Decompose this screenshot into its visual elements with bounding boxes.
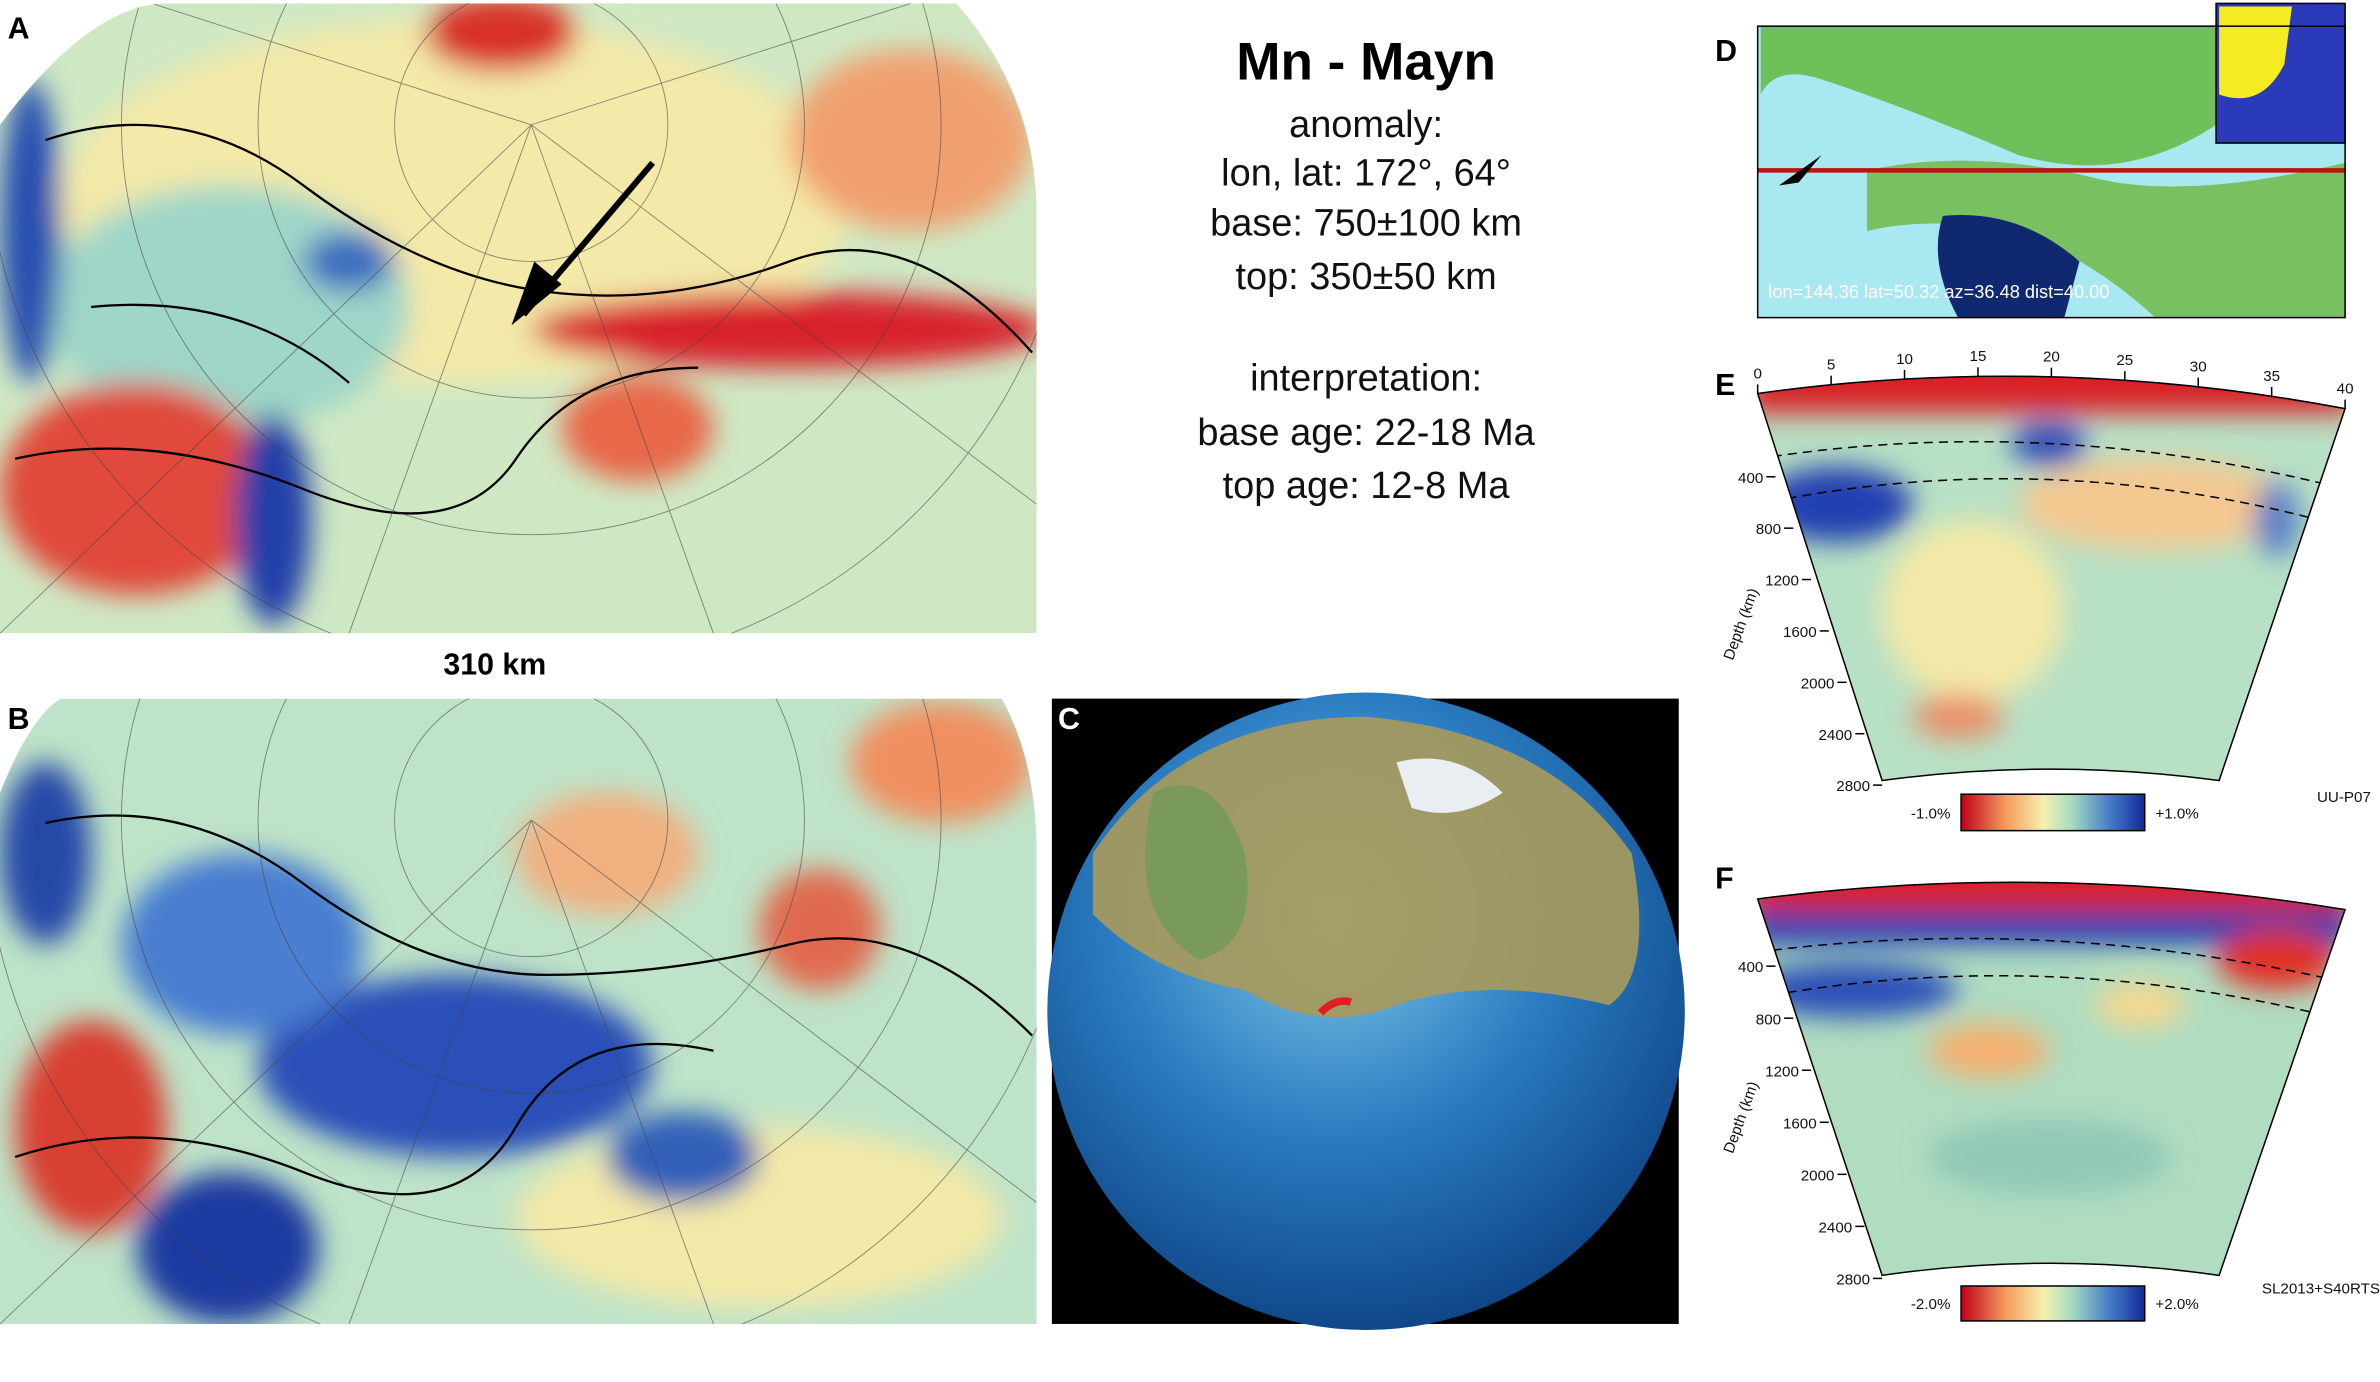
panel-label: B — [8, 703, 30, 736]
depth-label: 310 km — [443, 648, 546, 681]
info-line: top age: 12-8 Ma — [1223, 465, 1511, 507]
distance-tick-label: 35 — [2263, 368, 2280, 385]
depth-tick-label: 2800 — [1836, 1271, 1870, 1288]
land — [1866, 160, 2346, 318]
panel-label: F — [1715, 862, 1734, 895]
profile-line — [1317, 997, 1352, 1016]
depth-tick-label: 2000 — [1801, 1167, 1835, 1184]
distance-tick-label: 10 — [1896, 351, 1913, 368]
colorbar-min: -1.0% — [1911, 805, 1951, 822]
axis-title: Depth (km) — [1721, 586, 1763, 662]
depth-tick-label: 400 — [1738, 959, 1763, 976]
map-frame — [1756, 25, 2346, 319]
depth-tick-label: 1200 — [1765, 1063, 1799, 1080]
panel-label: A — [8, 12, 30, 45]
section-frame — [1756, 375, 2347, 782]
info-line: lon, lat: 172°, 64° — [1221, 153, 1511, 195]
depth-tick-label: 1600 — [1783, 1115, 1817, 1132]
model-name: SL2013+S40RTS — [2262, 1281, 2380, 1298]
ice — [1396, 758, 1503, 813]
colorbar-max: +1.0% — [2155, 805, 2198, 822]
distance-tick-label: 30 — [2190, 358, 2207, 375]
depth-tick-label: 800 — [1756, 1011, 1781, 1028]
depth-tick-label: 1200 — [1765, 573, 1799, 590]
distance-tick-label: 5 — [1827, 357, 1835, 374]
model-name: UU-P07 — [2317, 789, 2371, 806]
distance-tick-label: 0 — [1753, 365, 1761, 382]
distance-tick-label: 25 — [2116, 352, 2133, 369]
info-line: top: 350±50 km — [1235, 256, 1496, 298]
info-line: interpretation: — [1250, 357, 1482, 399]
panel-label: D — [1715, 35, 1737, 68]
colorbar — [1960, 793, 2146, 832]
panel-label: C — [1058, 703, 1080, 736]
depth-tick-label: 2400 — [1819, 1219, 1853, 1236]
deep-sea — [1937, 214, 2080, 318]
colorbar — [1960, 1285, 2146, 1322]
profile-info: lon=144.36 lat=50.32 az=36.48 dist=40.00 — [1768, 282, 2109, 302]
distance-tick-label: 40 — [2337, 381, 2354, 398]
inset-land — [2219, 6, 2292, 99]
panel-label: E — [1715, 369, 1735, 402]
title: Mn - Mayn — [1236, 32, 1496, 91]
section-frame — [1756, 881, 2347, 1277]
axis-title: Depth (km) — [1721, 1079, 1763, 1155]
distance-tick-label: 20 — [2043, 349, 2060, 366]
info-line: anomaly: — [1289, 104, 1443, 146]
info-line: base: 750±100 km — [1210, 203, 1522, 245]
depth-tick-label: 2400 — [1819, 727, 1853, 744]
info-line: base age: 22-18 Ma — [1197, 412, 1535, 454]
colorbar-max: +2.0% — [2155, 1296, 2198, 1313]
land — [1760, 26, 2217, 166]
land — [1144, 785, 1248, 960]
colorbar-min: -2.0% — [1911, 1296, 1951, 1313]
depth-tick-label: 1600 — [1783, 624, 1817, 641]
depth-tick-label: 400 — [1738, 470, 1763, 487]
depth-tick-label: 800 — [1756, 521, 1781, 538]
distance-tick-label: 15 — [1970, 348, 1987, 365]
map-a — [0, 3, 1037, 634]
map-b — [0, 698, 1037, 1324]
depth-tick-label: 2000 — [1801, 675, 1835, 692]
depth-tick-label: 2800 — [1836, 778, 1870, 795]
